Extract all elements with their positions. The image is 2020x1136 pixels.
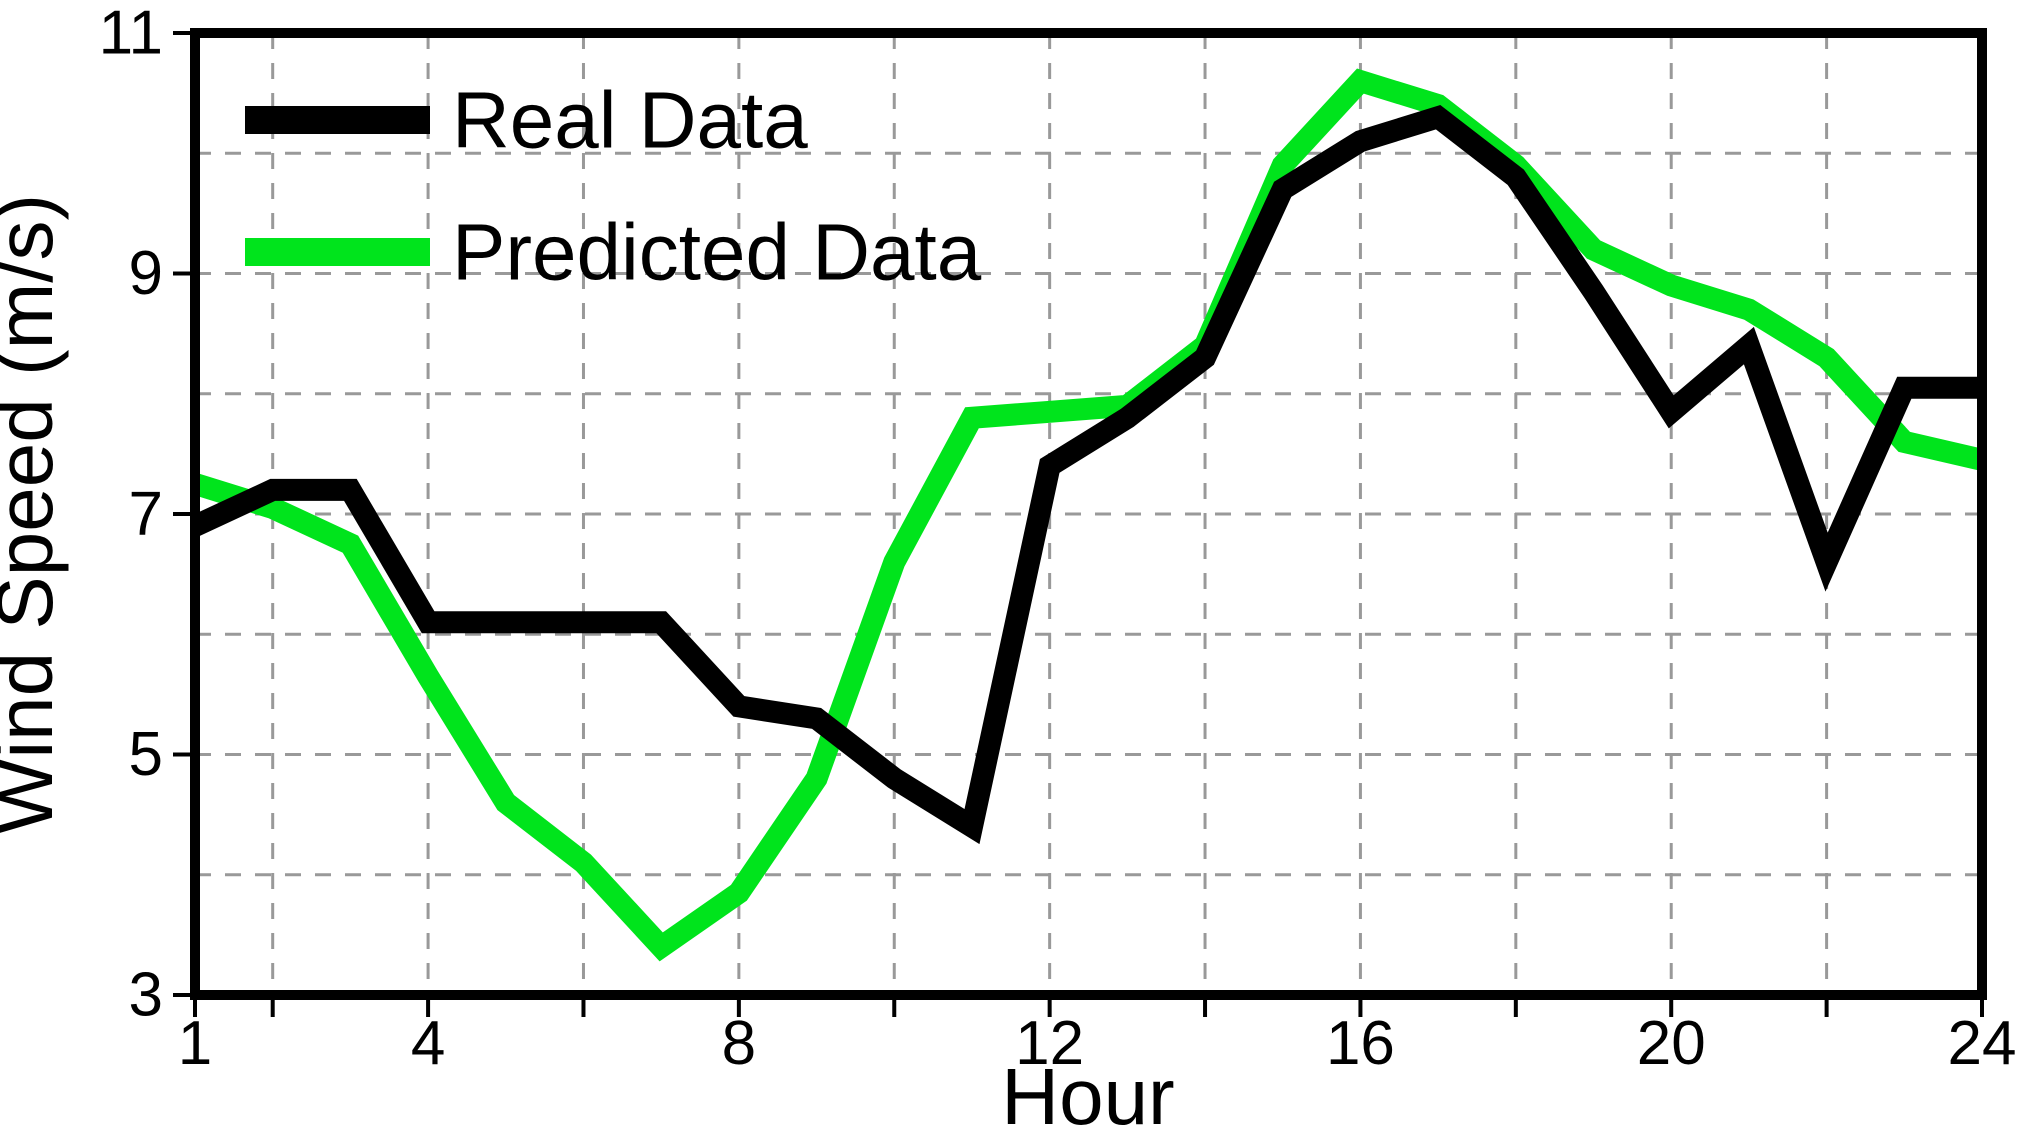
plot-frame	[190, 28, 1987, 1000]
legend-swatch-predicted	[245, 238, 430, 266]
x-tick-label: 1	[178, 1009, 212, 1078]
x-tick-label: 12	[1015, 1009, 1084, 1078]
legend-label-predicted: Predicted Data	[452, 208, 982, 297]
x-tick-label: 20	[1637, 1009, 1706, 1078]
x-tick-label: 4	[411, 1009, 445, 1078]
y-tick-label: 3	[129, 961, 163, 1030]
y-tick-label: 11	[99, 0, 163, 68]
y-axis-label: Wind Speed (m/s)	[0, 194, 69, 834]
y-tick-label: 9	[129, 239, 163, 308]
axis-ticks	[173, 31, 1984, 1017]
legend-swatch-real	[245, 106, 430, 134]
series-lines	[190, 68, 1985, 962]
predicted-data-line	[191, 68, 1985, 962]
real-data-line	[190, 105, 1982, 845]
legend: Real Data Predicted Data	[245, 76, 982, 297]
x-tick-label: 16	[1326, 1009, 1395, 1078]
y-tick-label: 7	[129, 480, 163, 549]
y-tick-label: 5	[129, 720, 163, 789]
legend-label-real: Real Data	[452, 76, 808, 165]
tick-labels: 1 4 8 12 16 20 24 3 5 7 9 11	[99, 0, 2017, 1078]
x-axis-label: Hour	[1001, 1052, 1174, 1136]
gridlines	[195, 33, 1982, 995]
x-tick-label: 24	[1948, 1009, 2017, 1078]
x-tick-label: 8	[722, 1009, 756, 1078]
